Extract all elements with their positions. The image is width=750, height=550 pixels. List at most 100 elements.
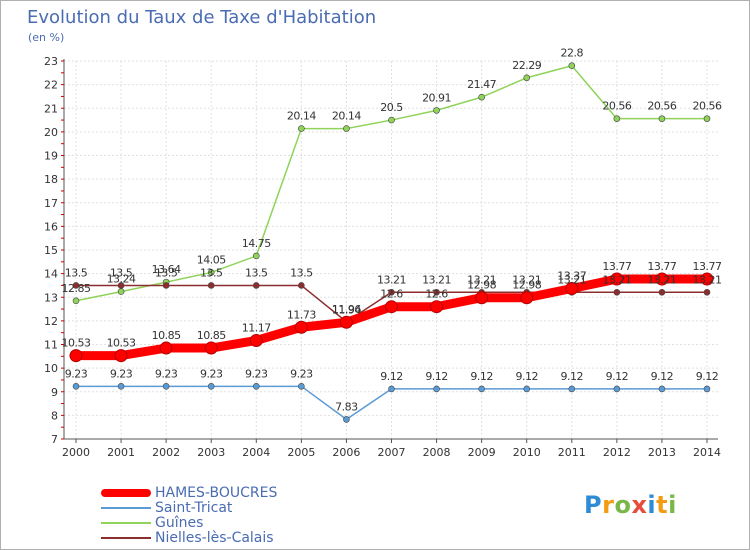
data-point	[207, 282, 215, 289]
data-point	[117, 288, 125, 295]
x-tick-label: 2013	[648, 446, 676, 459]
data-label: 9.23	[155, 367, 178, 380]
data-point	[703, 115, 711, 122]
data-label: 13.77	[647, 260, 676, 273]
data-point	[388, 116, 395, 124]
data-label: 11.96	[332, 303, 361, 316]
data-label: 9.12	[696, 370, 719, 383]
proxiti-logo: Proxiti	[584, 491, 677, 519]
data-point	[703, 385, 711, 393]
data-point	[252, 282, 260, 289]
data-point	[703, 288, 711, 296]
data-point	[117, 282, 125, 289]
data-label: 20.56	[602, 100, 631, 113]
data-label: 13.5	[110, 266, 133, 279]
data-point	[658, 288, 666, 296]
y-tick-label: 18	[44, 173, 58, 186]
data-label: 20.56	[647, 100, 676, 113]
data-label: 9.23	[245, 367, 268, 380]
data-point	[162, 282, 170, 289]
y-tick-label: 9	[51, 386, 58, 399]
series-guines	[72, 62, 711, 305]
data-label: 13.21	[647, 273, 676, 286]
data-point	[162, 383, 170, 390]
data-point	[339, 315, 353, 329]
data-point	[613, 385, 621, 393]
data-label: 7.83	[335, 400, 358, 413]
data-point	[610, 272, 624, 286]
chart-unit: (en %)	[28, 31, 65, 44]
data-label: 13.21	[512, 273, 541, 286]
data-point	[252, 252, 260, 260]
data-point	[655, 272, 669, 286]
data-point	[252, 383, 260, 390]
logo-letter: o	[614, 491, 632, 519]
data-point	[385, 300, 398, 314]
legend-swatch	[101, 489, 151, 497]
logo-letter: i	[668, 491, 677, 519]
y-tick-label: 11	[44, 339, 58, 352]
legend-label: Saint-Tricat	[155, 500, 233, 516]
data-point	[294, 320, 308, 334]
y-tick-label: 8	[51, 409, 58, 422]
data-label: 12.98	[467, 279, 496, 292]
data-label: 11.73	[287, 308, 316, 321]
data-label: 9.23	[110, 367, 133, 380]
data-label: 9.12	[651, 370, 674, 383]
data-point	[343, 125, 350, 132]
data-point	[613, 288, 621, 296]
data-label: 22.29	[512, 59, 541, 72]
data-label: 13.21	[467, 273, 496, 286]
data-point	[72, 282, 80, 289]
data-label: 14.05	[197, 253, 226, 266]
data-point	[433, 288, 440, 296]
data-label: 20.91	[422, 91, 451, 104]
data-label: 10.85	[152, 329, 181, 342]
data-point	[204, 341, 218, 355]
data-label: 13.21	[693, 273, 722, 286]
data-label: 14.75	[242, 237, 271, 250]
data-label: 13.77	[602, 260, 631, 273]
x-tick-label: 2000	[62, 446, 90, 459]
y-tick-label: 7	[51, 433, 58, 446]
data-point	[298, 383, 305, 390]
data-point	[433, 107, 440, 114]
data-label: 9.12	[380, 370, 403, 383]
data-label: 11.17	[242, 321, 271, 334]
x-tick-label: 2014	[693, 446, 721, 459]
data-label: 12.6	[425, 288, 448, 301]
data-label: 13.5	[245, 266, 268, 279]
logo-letter: r	[602, 491, 615, 519]
data-point	[298, 282, 305, 289]
data-point	[565, 282, 579, 296]
data-point	[568, 62, 576, 70]
data-label: 13.21	[377, 273, 406, 286]
data-label: 13.64	[152, 263, 181, 276]
logo-letter: x	[631, 491, 648, 519]
y-tick-label: 20	[44, 126, 58, 139]
logo-letter: P	[584, 491, 603, 519]
x-tick-label: 2011	[558, 446, 586, 459]
y-tick-label: 19	[44, 150, 58, 163]
legend-label: HAMES-BOUCRES	[155, 485, 278, 501]
data-label: 13.21	[422, 273, 451, 286]
data-label: 20.14	[332, 110, 361, 123]
series-hames-boucres	[69, 272, 714, 363]
y-tick-label: 13	[44, 291, 58, 304]
data-label: 9.12	[606, 370, 629, 383]
data-label: 9.23	[65, 367, 88, 380]
data-label: 9.12	[515, 370, 538, 383]
data-point	[613, 115, 621, 122]
data-point	[72, 297, 80, 305]
data-point	[523, 74, 531, 82]
data-label: 10.53	[107, 337, 136, 350]
data-point	[388, 288, 395, 296]
data-label: 10.85	[197, 329, 226, 342]
grid	[64, 60, 718, 440]
data-point	[658, 385, 666, 393]
data-label: 13.21	[557, 273, 586, 286]
y-tick-label: 22	[44, 79, 58, 92]
data-point	[568, 385, 576, 393]
data-point	[249, 333, 263, 347]
